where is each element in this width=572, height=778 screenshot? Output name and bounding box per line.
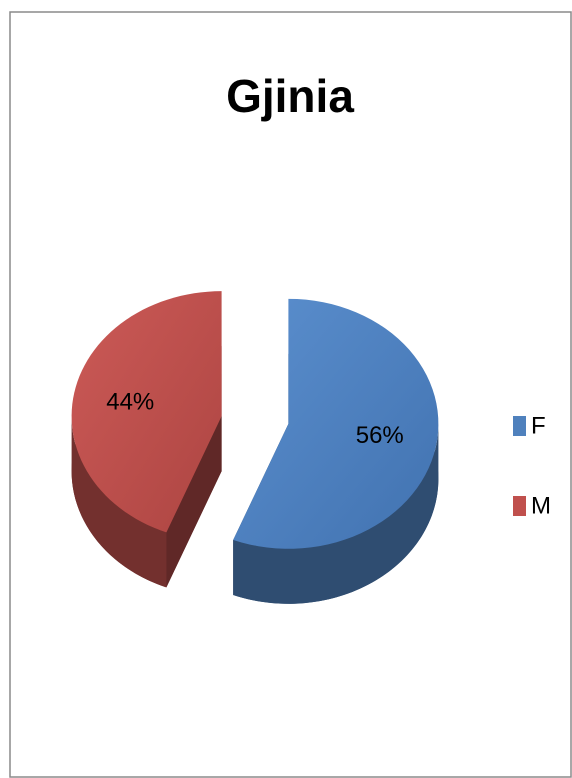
chart-title: Gjinia: [226, 70, 354, 122]
legend-swatch: [513, 416, 526, 436]
data-label: 56%: [356, 422, 404, 449]
legend-swatch: [513, 496, 526, 516]
slice-side: [71, 416, 167, 588]
slice-cut-face: [166, 416, 222, 588]
slice: [71, 291, 222, 533]
legend-label: F: [531, 412, 546, 439]
legend-label: M: [531, 492, 551, 519]
data-label: 44%: [106, 389, 154, 416]
slice-side: [233, 423, 439, 604]
slice: [233, 298, 439, 549]
